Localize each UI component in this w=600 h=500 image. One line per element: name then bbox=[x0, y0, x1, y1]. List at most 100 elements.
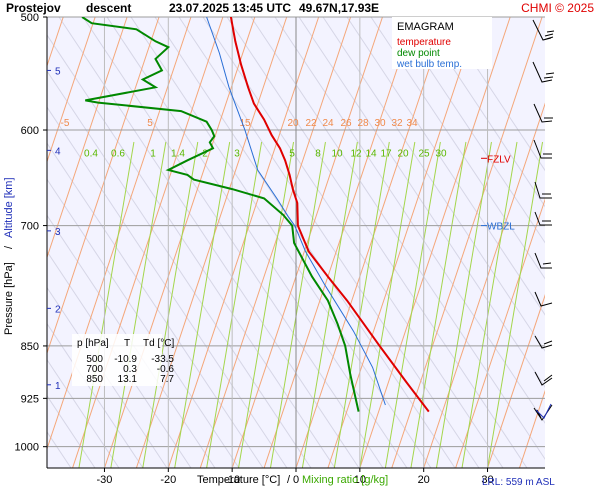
mixing-ratio-line bbox=[487, 141, 544, 468]
temperature-tick-label: 30 bbox=[481, 474, 493, 486]
isotherm-line bbox=[327, 17, 479, 468]
mixing-ratio-label: 14 bbox=[365, 148, 377, 159]
dry-adiabat-line bbox=[106, 17, 408, 468]
table-cell-p-500: 500 bbox=[86, 354, 103, 365]
table-cell-td-500: -33.5 bbox=[151, 354, 174, 365]
mixing-ratio-label: 10 bbox=[331, 148, 343, 159]
isotherm-line bbox=[47, 17, 128, 259]
table-cell-t-500: -10.9 bbox=[114, 354, 137, 365]
wind-barb-icon bbox=[532, 19, 555, 41]
grid bbox=[47, 16, 545, 468]
wind-barb-icon bbox=[534, 181, 552, 199]
mixing-ratio-label: 8 bbox=[315, 148, 321, 159]
pressure-tick-label: 850 bbox=[21, 341, 39, 353]
table-header-p: p [hPa] bbox=[77, 338, 109, 349]
dry-adiabat-line bbox=[442, 17, 545, 172]
wind-barb-icon bbox=[533, 139, 552, 159]
dry-adiabat-line bbox=[226, 17, 528, 468]
isotherm-line bbox=[295, 17, 447, 468]
x-axis-label-mix: Mixing ratio [g/kg] bbox=[302, 474, 388, 486]
isotherm-label: 32 bbox=[391, 118, 403, 129]
table-header-td: Td [°C] bbox=[143, 338, 174, 349]
isotherm-line bbox=[72, 17, 224, 468]
mixing-ratio-label: 30 bbox=[435, 148, 447, 159]
mixing-ratio-line bbox=[269, 141, 326, 468]
header-copyright: CHMI © 2025 bbox=[521, 1, 594, 15]
dry-adiabat-line bbox=[0, 17, 23, 468]
dry-adiabat-line bbox=[250, 17, 545, 460]
dry-adiabat-line bbox=[47, 106, 288, 468]
isotherm-line bbox=[455, 198, 545, 468]
mixing-ratio-label: 0.6 bbox=[111, 148, 125, 159]
dry-adiabat-line bbox=[47, 34, 336, 468]
wind-barbs bbox=[532, 19, 555, 421]
altitude-tick-label: 3 bbox=[55, 227, 61, 238]
dry-adiabat-line bbox=[47, 358, 120, 468]
dry-adiabat-line bbox=[47, 70, 312, 468]
isotherm-line bbox=[487, 294, 545, 468]
temperature-tick-label: 10 bbox=[354, 474, 366, 486]
mixing-ratio-line bbox=[110, 141, 167, 468]
pressure-tick-label: 1000 bbox=[15, 442, 39, 454]
altitude-tick-label: 4 bbox=[55, 146, 61, 157]
temperature-tick-label: 20 bbox=[418, 474, 430, 486]
data-table: p [hPa] T Td [°C] 500 -10.9 -33.5 700 0.… bbox=[72, 334, 174, 386]
guide-labels: -5 5 15 20 22 24 26 28 30 32 340.4 0.6 1 1.4 2 3 5 8 10 12 1… bbox=[61, 118, 447, 159]
altitude-tick-label: 5 bbox=[55, 66, 61, 77]
mixing-ratio-label: 1 bbox=[150, 148, 156, 159]
pressure-tick-label: 700 bbox=[21, 221, 39, 233]
legend-box bbox=[392, 17, 492, 69]
dry-adiabat-line bbox=[47, 286, 168, 468]
temperature-tick-label: 0 bbox=[293, 474, 299, 486]
wet-bulb-curve bbox=[206, 17, 386, 406]
isotherm-line bbox=[551, 17, 600, 468]
mixing-ratio-line bbox=[435, 141, 492, 468]
mixing-ratio-label: 12 bbox=[350, 148, 362, 159]
isotherm-label: 22 bbox=[305, 118, 317, 129]
x-axis-label-temp: Temperature [°C] bbox=[197, 474, 280, 486]
lrl-label: LRL: 559 m ASL bbox=[482, 477, 555, 488]
legend-dew-point: dew point bbox=[397, 48, 440, 59]
dry-adiabat-line bbox=[202, 17, 504, 468]
legend-wet-bulb: wet bulb temp. bbox=[396, 59, 462, 70]
isotherm-label: 30 bbox=[374, 118, 386, 129]
mixing-ratio-line bbox=[410, 141, 467, 468]
mixing-ratio-label: 1.4 bbox=[171, 148, 185, 159]
temperature-tick-label: -10 bbox=[224, 474, 240, 486]
isotherm-label: -5 bbox=[61, 118, 70, 129]
mixing-ratio-label: 2 bbox=[202, 148, 208, 159]
mixing-ratio-line bbox=[78, 141, 135, 468]
pressure-tick-label: 500 bbox=[21, 12, 39, 24]
altitude-tick-label: 2 bbox=[55, 304, 61, 315]
dry-adiabat-line bbox=[322, 17, 545, 352]
temperature-tick-label: -20 bbox=[160, 474, 176, 486]
isotherm-label: 5 bbox=[147, 118, 153, 129]
isotherm-label: 26 bbox=[340, 118, 352, 129]
mixing-ratio-label: 17 bbox=[380, 148, 392, 159]
isotherm-label: 24 bbox=[322, 118, 334, 129]
wind-barb-icon bbox=[534, 371, 553, 386]
header-station: Prostejov bbox=[6, 1, 61, 15]
temperature-tick-label: -30 bbox=[97, 474, 113, 486]
isotherms bbox=[47, 17, 600, 468]
isotherm-line bbox=[231, 17, 383, 468]
mixing-ratio-label: 3 bbox=[234, 148, 240, 159]
mixing-ratio-line bbox=[461, 141, 518, 468]
dry-adiabat-line bbox=[178, 17, 480, 468]
header-coords: 49.67N,17.93E bbox=[299, 1, 379, 15]
y-axis-label-sep: / bbox=[3, 245, 15, 249]
dry-adiabat-line bbox=[346, 17, 545, 316]
dry-adiabat-line bbox=[47, 250, 192, 468]
table-header-t: T bbox=[124, 338, 130, 349]
y-axis-label-alt: Altitude [km] bbox=[3, 177, 15, 238]
mixing-ratio-line bbox=[206, 141, 263, 468]
y-axis-label-pres: Pressure [hPa] bbox=[3, 262, 15, 335]
dew-point-curve bbox=[81, 17, 360, 412]
legend-title: EMAGRAM bbox=[397, 21, 454, 33]
isotherm-label: 28 bbox=[357, 118, 369, 129]
dry-adiabat-line bbox=[418, 17, 545, 208]
mixing-ratio-line bbox=[142, 141, 199, 468]
mixing-ratio-line bbox=[174, 141, 231, 468]
